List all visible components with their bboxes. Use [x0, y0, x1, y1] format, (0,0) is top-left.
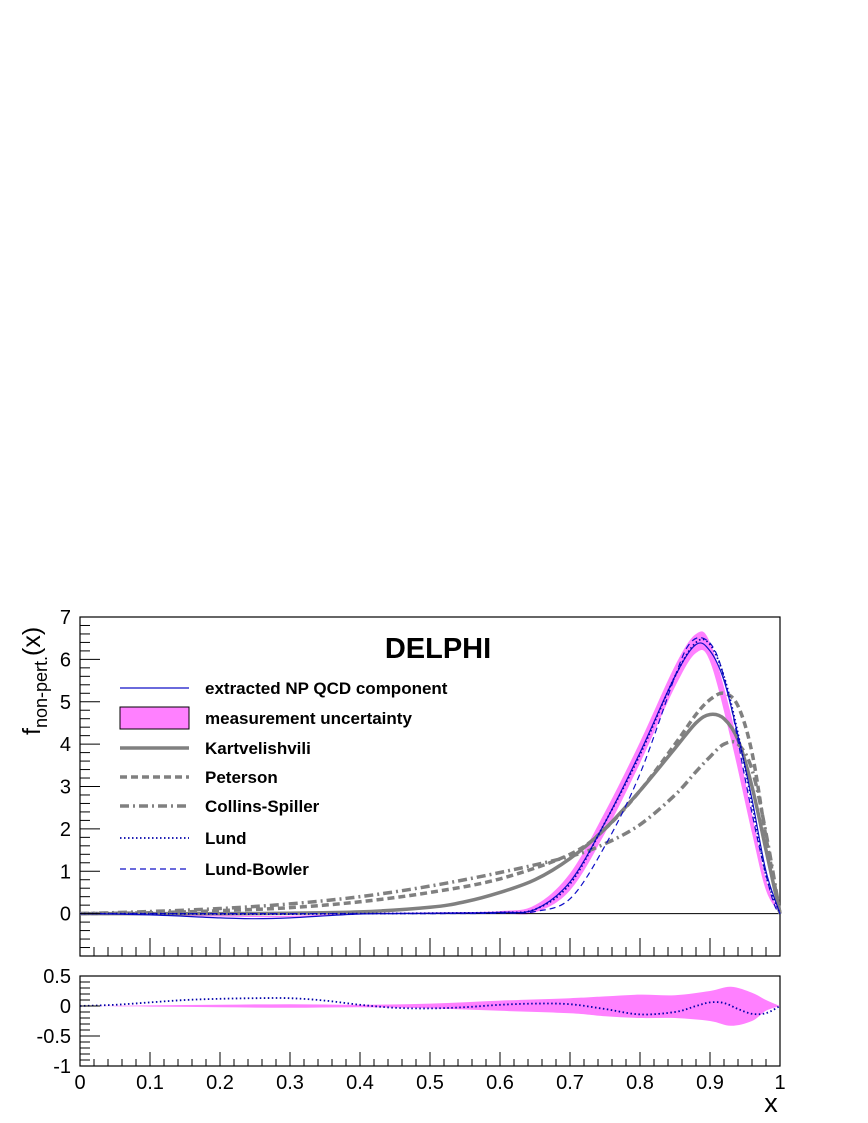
legend: extracted NP QCD component measurement u… [119, 679, 448, 879]
legend-entry: Lund-Bowler [120, 860, 309, 879]
x-tick-label: 0 [74, 1072, 85, 1094]
ratio-panel: 0.5 0 -0.5 -1 0 0.1 0.2 0.3 0.4 0.5 0.6 0.7 0.8 0.9 1… [37, 966, 786, 1118]
legend-entry: extracted NP QCD component [120, 679, 448, 698]
main-uncertainty-band [80, 631, 780, 918]
y-tick-label: 3 [60, 777, 71, 799]
legend-label: Kartvelishvili [205, 739, 311, 758]
legend-label: extracted NP QCD component [205, 679, 448, 698]
ratio-uncertainty-band-layer [80, 986, 780, 1026]
legend-entry: Kartvelishvili [120, 739, 311, 758]
main-x-ticks [79, 938, 781, 956]
x-tick-label: 0.7 [556, 1072, 584, 1094]
ratio-y-tick-label: -0.5 [37, 1026, 71, 1048]
x-tick-label: 0.5 [416, 1072, 444, 1094]
y-tick-label: 0 [60, 904, 71, 926]
y-axis-title-sub: non-pert. [31, 656, 51, 728]
main-y-ticks: 0 1 2 3 4 5 6 7 [60, 607, 100, 957]
y-tick-label: 2 [60, 819, 71, 841]
y-tick-label: 4 [60, 734, 71, 756]
x-axis-title: x [764, 1088, 778, 1118]
x-tick-label: 0.2 [206, 1072, 234, 1094]
y-tick-label: 6 [60, 649, 71, 671]
legend-entry: Peterson [120, 768, 278, 787]
legend-entry: Collins-Spiller [120, 797, 320, 816]
legend-entry: measurement uncertainty [119, 706, 412, 730]
y-tick-label: 7 [60, 607, 71, 629]
main-panel: 0 1 2 3 4 5 6 7 DELPHI fnon-pert.(x) extracted … [18, 607, 782, 957]
x-tick-label: 0.3 [276, 1072, 304, 1094]
legend-swatch-band [119, 706, 190, 730]
ratio-series-layer [79, 997, 781, 1016]
y-axis-title: fnon-pert.(x) [18, 627, 51, 735]
x-tick-label: 0.6 [486, 1072, 514, 1094]
y-axis-title-main: f [18, 728, 46, 735]
ratio-y-tick-label: -1 [53, 1056, 71, 1078]
y-axis-title-arg: (x) [18, 627, 46, 656]
series-lund-bowler [79, 636, 781, 915]
ratio-series-lund [79, 997, 781, 1016]
x-tick-label: 0.4 [346, 1072, 374, 1094]
y-tick-label: 1 [60, 861, 71, 883]
series-peterson [79, 691, 782, 916]
ratio-x-ticks: 0 0.1 0.2 0.3 0.4 0.5 0.6 0.7 0.8 0.9 1 [74, 1052, 786, 1094]
legend-label: Lund [205, 829, 247, 848]
legend-label: Peterson [205, 768, 278, 787]
main-uncertainty-band-layer [80, 631, 780, 918]
y-tick-label: 5 [60, 692, 71, 714]
legend-label: Collins-Spiller [205, 797, 320, 816]
ratio-uncertainty-band [80, 986, 780, 1026]
svg-text:fnon-pert.(x): fnon-pert.(x) [18, 627, 51, 735]
x-tick-label: 0.8 [626, 1072, 654, 1094]
ratio-y-tick-label: 0.5 [43, 966, 71, 988]
legend-label: Lund-Bowler [205, 860, 309, 879]
legend-entry: Lund [120, 829, 247, 848]
main-series-layer [79, 636, 782, 920]
ratio-y-ticks: 0.5 0 -0.5 -1 [37, 966, 100, 1078]
x-tick-label: 1 [774, 1072, 785, 1094]
legend-label: measurement uncertainty [205, 709, 412, 728]
x-tick-label: 0.1 [136, 1072, 164, 1094]
x-tick-label: 0.9 [696, 1072, 724, 1094]
ratio-y-tick-label: 0 [60, 996, 71, 1018]
chart-title: DELPHI [385, 633, 491, 665]
